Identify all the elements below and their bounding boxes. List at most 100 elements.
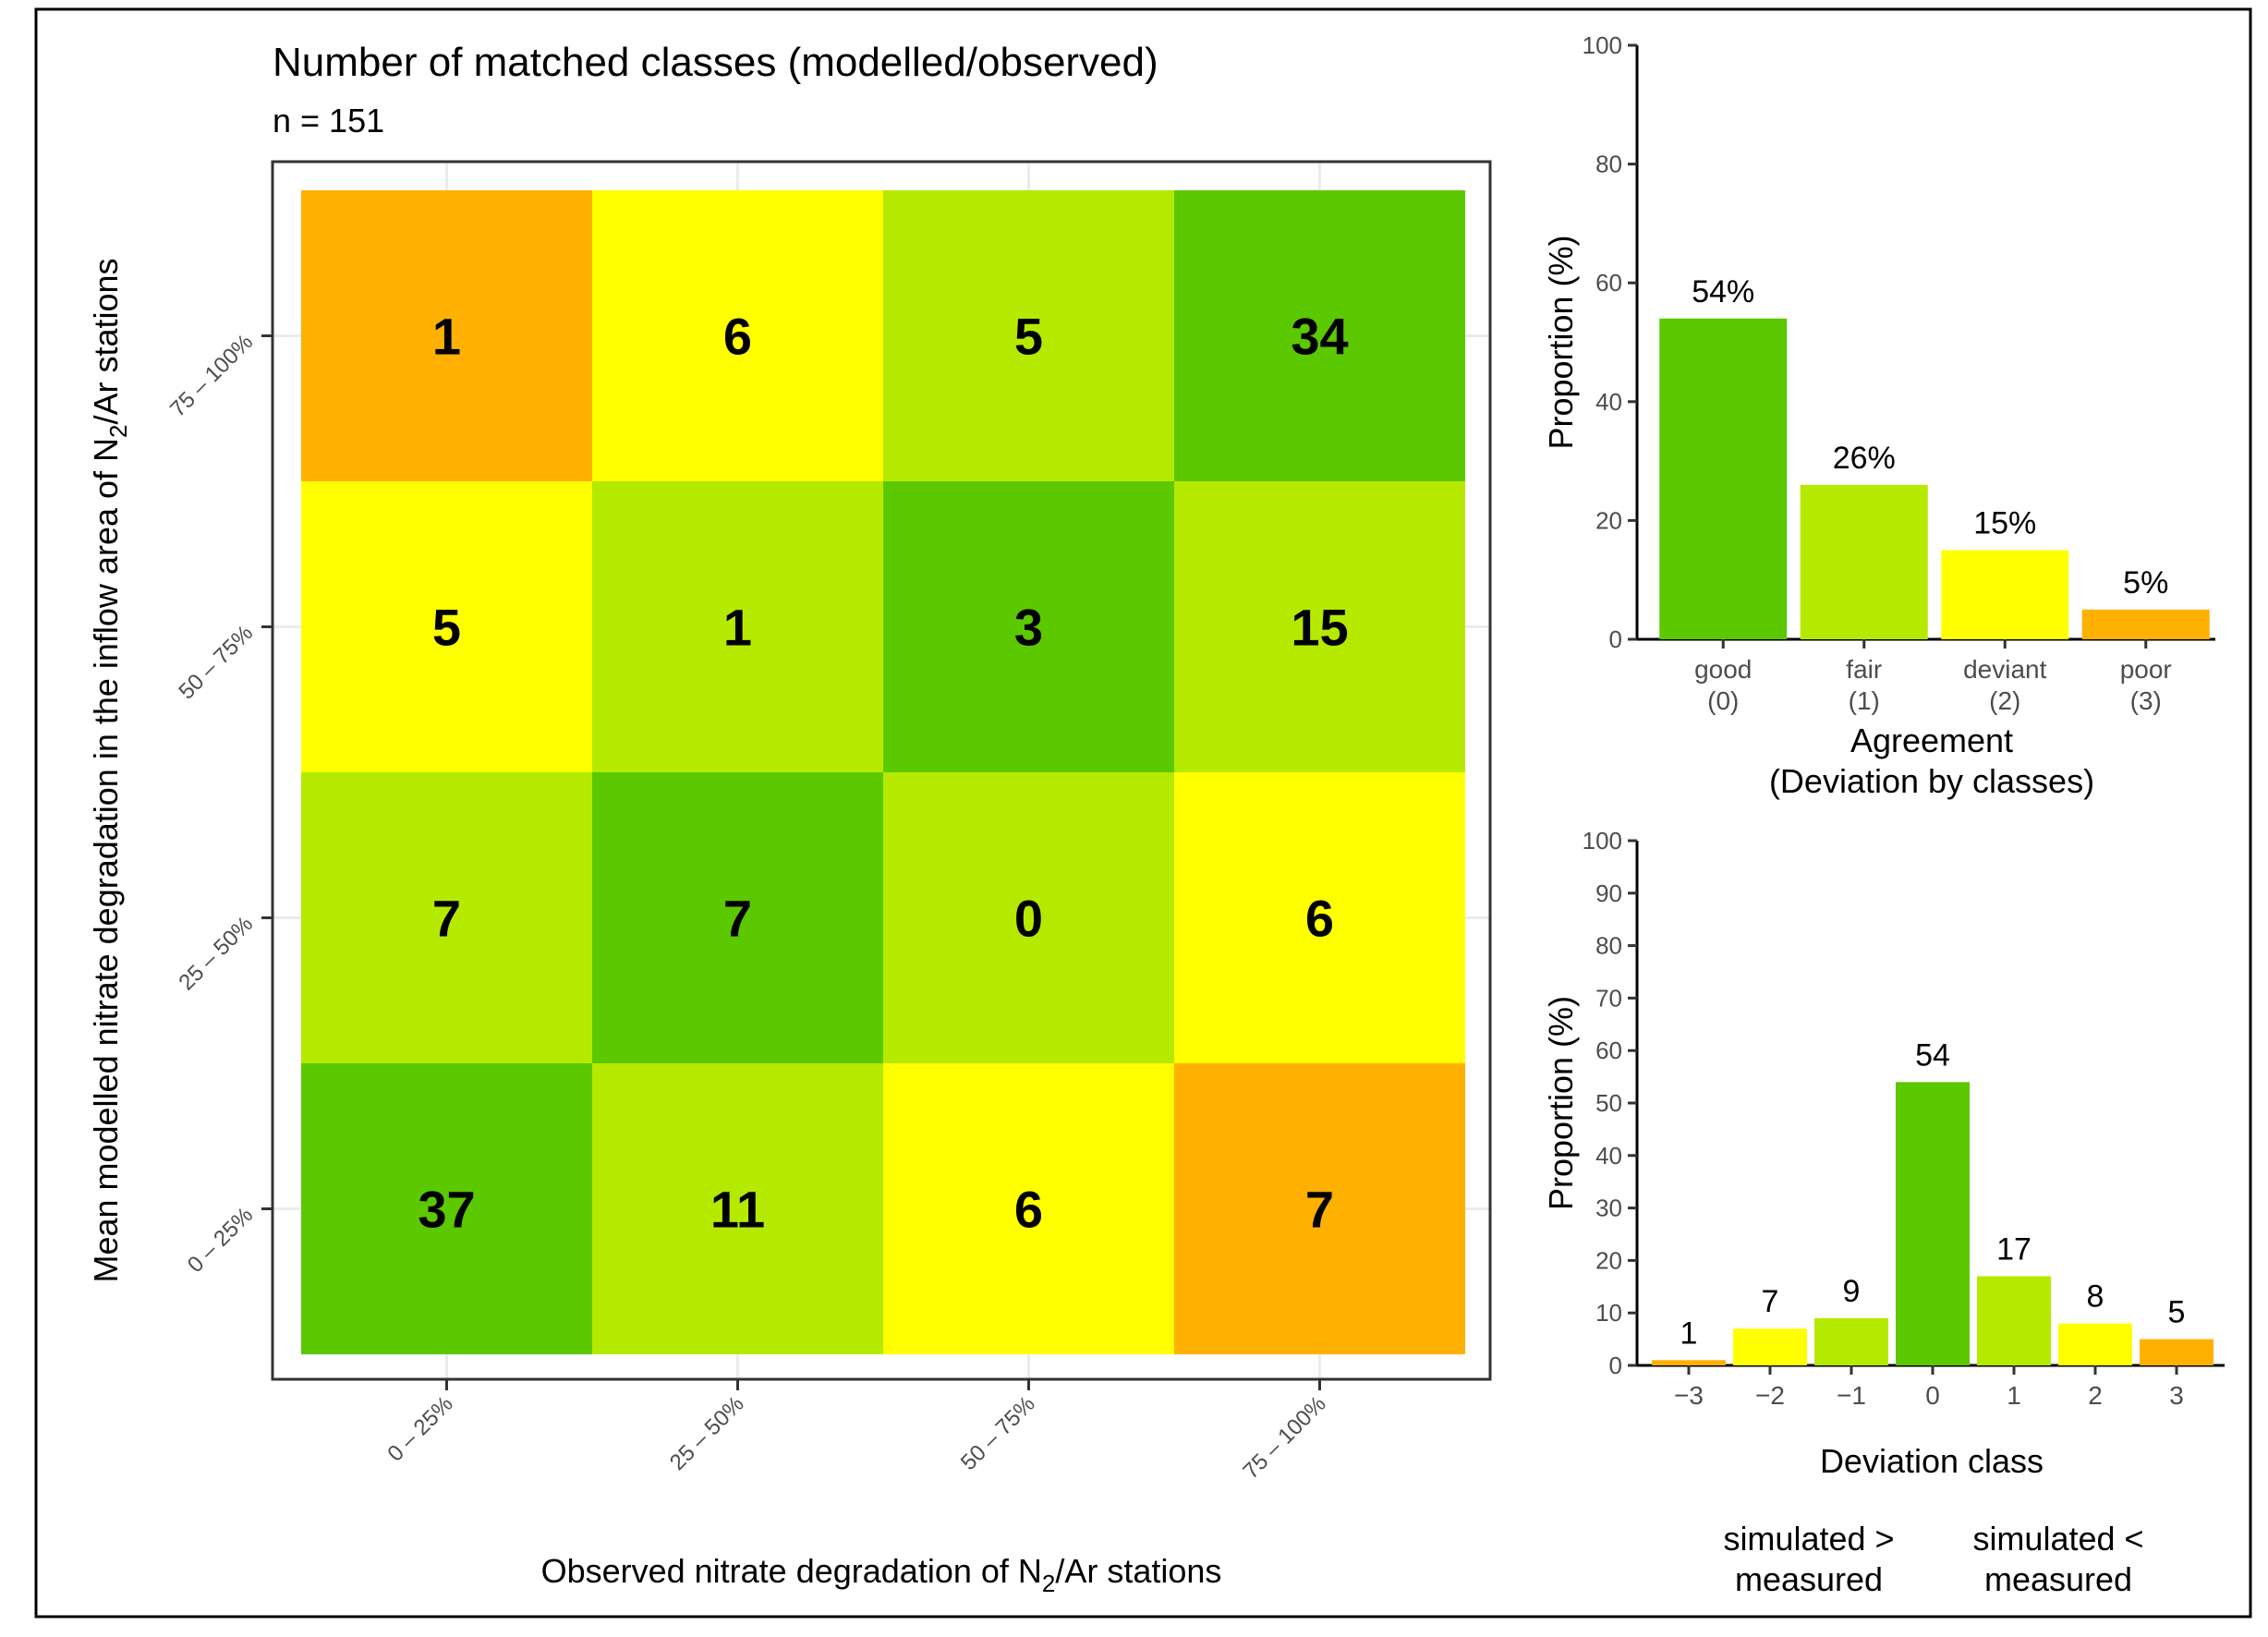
bar — [1733, 1328, 1807, 1365]
heatmap-cell — [301, 772, 592, 1063]
heatmap-cell-value: 1 — [723, 599, 752, 657]
heatmap-cell — [883, 190, 1174, 481]
heatmap-cell — [1174, 772, 1465, 1063]
heatmap-subtitle: n = 151 — [273, 102, 384, 139]
heatmap-cell-value: 3 — [1014, 599, 1043, 657]
bar-x-tick-sublabel: (1) — [1849, 686, 1880, 715]
bar-value-label: 1 — [1680, 1316, 1698, 1351]
bar-y-axis-title: Proportion (%) — [1542, 235, 1580, 449]
bar-x-tick-sublabel: (0) — [1707, 686, 1739, 715]
bar-y-tick-label: 80 — [1595, 151, 1622, 178]
heatmap-title: Number of matched classes (modelled/obse… — [273, 40, 1158, 85]
heatmap-cell — [1174, 1063, 1465, 1354]
bar-y-axis-title: Proportion (%) — [1542, 996, 1580, 1210]
heatmap-cell — [592, 190, 883, 481]
deviation-annotation-line: measured — [1984, 1560, 2132, 1598]
deviation-annotation-line: simulated > — [1723, 1520, 1894, 1558]
heatmap-cell — [1174, 481, 1465, 772]
heatmap-cell-value: 37 — [418, 1181, 475, 1239]
bar — [1977, 1276, 2051, 1365]
bar — [2140, 1339, 2213, 1365]
bar-value-label: 17 — [1996, 1231, 2031, 1267]
heatmap-cell-value: 15 — [1291, 599, 1348, 657]
bar-x-tick-label: −1 — [1837, 1381, 1866, 1410]
bar-value-label: 15% — [1973, 506, 2036, 541]
heatmap-cell — [883, 1063, 1174, 1354]
heatmap-cell-value: 6 — [1305, 890, 1334, 948]
bar-value-label: 7 — [1762, 1284, 1779, 1319]
bar-value-label: 54 — [1915, 1037, 1950, 1073]
heatmap-panel: Number of matched classes (modelled/obse… — [87, 40, 1492, 1597]
bar — [1652, 1360, 1726, 1365]
bar-x-tick-label: −2 — [1755, 1381, 1785, 1410]
agreement-x-axis-title: Agreement — [1850, 721, 2013, 759]
heatmap-cell — [883, 772, 1174, 1063]
heatmap-plot-border — [271, 160, 1492, 1381]
agreement-x-axis-subtitle: (Deviation by classes) — [1769, 762, 2094, 800]
bar — [1896, 1082, 1970, 1365]
bar-x-tick-label: fair — [1846, 655, 1882, 684]
bar-y-tick-label: 50 — [1595, 1089, 1622, 1117]
bar — [2058, 1323, 2132, 1365]
bar-value-label: 8 — [2087, 1279, 2104, 1315]
bar-value-label: 5 — [2168, 1295, 2186, 1330]
bar — [1800, 484, 1928, 639]
heatmap-cell-value: 7 — [432, 890, 461, 948]
heatmap-cell-value: 6 — [723, 308, 752, 366]
bar-value-label: 5% — [2123, 565, 2168, 600]
bar-value-label: 54% — [1692, 274, 1754, 309]
deviation-annotation-line: simulated < — [1972, 1520, 2143, 1558]
deviation-class-bar-chart: 0 10 20 30 40 50 60 70 80 90 100 1 −3 7 −2 9 −1 54 0 17 1 8 2 5… — [1542, 827, 2225, 1598]
heatmap-x-axis-title: Observed nitrate degradation of N2/Ar st… — [541, 1552, 1222, 1597]
heatmap-cell — [301, 1063, 592, 1354]
heatmap-cell-value: 7 — [723, 890, 752, 948]
bar-value-label: 26% — [1833, 441, 1896, 476]
agreement-bar-chart: 0 20 40 60 80 100 54% good(0) 26% fair(1) 15% devia… — [1542, 31, 2215, 800]
bar-y-tick-label: 40 — [1595, 388, 1622, 416]
heatmap-y-axis-title: Mean modelled nitrate degradation in the… — [87, 258, 132, 1282]
bar-y-tick-label: 60 — [1595, 1037, 1622, 1064]
heatmap-cell-value: 5 — [432, 599, 461, 657]
bar-x-tick-sublabel: (2) — [1989, 686, 2020, 715]
bar-y-tick-label: 20 — [1595, 506, 1622, 534]
heatmap-cell-value: 1 — [432, 308, 461, 366]
bar-y-tick-label: 20 — [1595, 1246, 1622, 1274]
heatmap-cell-value: 11 — [710, 1181, 765, 1239]
bar-x-tick-label: 2 — [2088, 1381, 2103, 1410]
heatmap-cell-value: 5 — [1014, 308, 1043, 366]
bar-x-tick-label: −3 — [1674, 1381, 1704, 1410]
bar — [1941, 550, 2069, 639]
heatmap-cell-value: 6 — [1014, 1181, 1043, 1239]
bar-x-tick-label: poor — [2120, 655, 2172, 684]
bar-y-tick-label: 0 — [1609, 625, 1622, 653]
heatmap-cells: 37 11 6 7 7 7 0 6 5 1 3 15 1 6 5 34 — [301, 190, 1465, 1354]
bar-x-tick-label: deviant — [1963, 655, 2047, 684]
bar-x-tick-label: 0 — [1925, 1381, 1940, 1410]
bar-x-tick-label: good — [1694, 655, 1752, 684]
heatmap-cell — [592, 481, 883, 772]
heatmap-cell-value: 0 — [1014, 890, 1043, 948]
bar-x-tick-label: 3 — [2169, 1381, 2184, 1410]
bar-y-tick-label: 60 — [1595, 269, 1622, 297]
deviation-annotation-line: measured — [1735, 1560, 1883, 1598]
bar-y-tick-label: 100 — [1583, 827, 1622, 855]
bar-y-tick-label: 0 — [1609, 1352, 1622, 1379]
bar-y-tick-label: 100 — [1583, 31, 1622, 59]
bar — [1814, 1317, 1888, 1365]
bar-y-tick-label: 90 — [1595, 879, 1622, 907]
bar-y-tick-label: 40 — [1595, 1142, 1622, 1170]
figure-frame — [34, 7, 2252, 1619]
heatmap-cell — [883, 481, 1174, 772]
bar-y-tick-label: 70 — [1595, 984, 1622, 1012]
bar-x-tick-label: 1 — [2007, 1381, 2021, 1410]
bar-y-tick-label: 30 — [1595, 1194, 1622, 1222]
bar-x-tick-sublabel: (3) — [2130, 686, 2162, 715]
heatmap-cell-value: 7 — [1305, 1181, 1334, 1239]
heatmap-cell — [592, 772, 883, 1063]
heatmap-cell — [1174, 190, 1465, 481]
deviation-x-axis-title: Deviation class — [1820, 1442, 2044, 1480]
heatmap-cell-value: 34 — [1291, 308, 1348, 366]
bar — [2081, 609, 2210, 639]
bar-y-tick-label: 80 — [1595, 932, 1622, 960]
